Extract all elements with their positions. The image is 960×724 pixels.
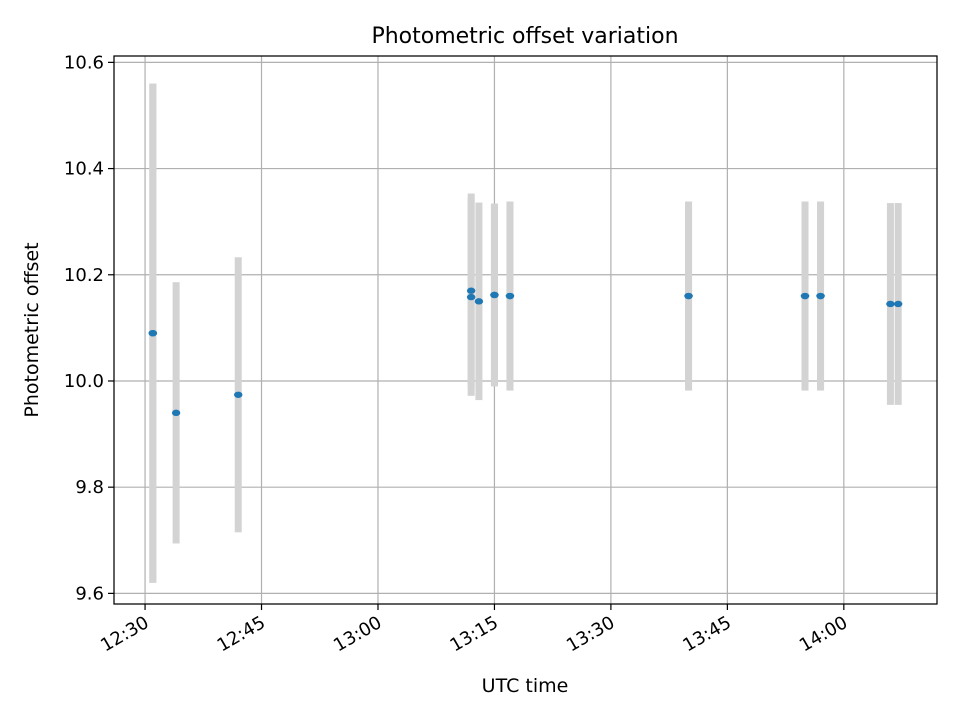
data-point <box>171 409 181 417</box>
y-tick-label: 10.0 <box>64 371 104 392</box>
y-tick-label: 10.4 <box>64 159 104 180</box>
y-tick-label: 10.2 <box>64 265 104 286</box>
y-tick-label: 9.8 <box>75 477 104 498</box>
data-point <box>466 293 476 301</box>
y-tick-label: 10.6 <box>64 52 104 73</box>
data-point <box>886 300 895 308</box>
y-tick-label: 9.6 <box>75 583 104 604</box>
chart-title: Photometric offset variation <box>371 24 678 49</box>
point-layer <box>148 287 903 417</box>
data-point <box>816 292 825 300</box>
data-point <box>490 291 499 299</box>
data-point <box>466 287 476 294</box>
data-point <box>505 292 515 300</box>
data-point <box>474 298 484 305</box>
x-axis-label: UTC time <box>482 675 569 697</box>
plot-frame <box>113 55 938 605</box>
y-axis-label: Photometric offset <box>21 242 43 417</box>
grid-layer <box>114 56 937 604</box>
data-point <box>800 292 810 300</box>
data-point <box>234 391 243 398</box>
data-point <box>684 292 693 300</box>
data-point <box>148 329 158 337</box>
data-point <box>893 300 903 308</box>
